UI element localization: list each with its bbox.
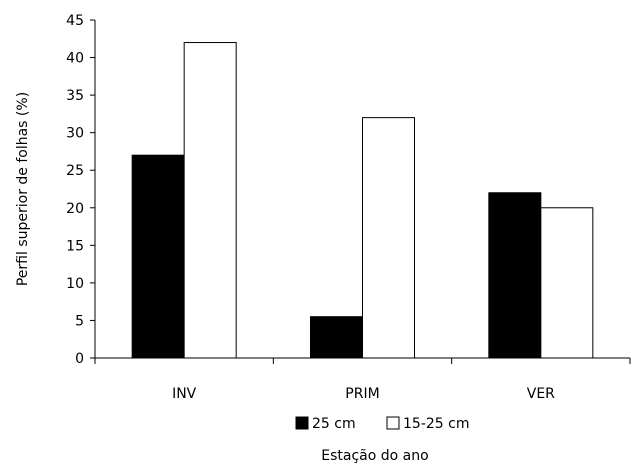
legend-label: 25 cm bbox=[312, 416, 356, 432]
x-tick-label: VER bbox=[527, 386, 555, 402]
bar-ver-series-2 bbox=[540, 207, 594, 359]
bar-prim-series-2 bbox=[362, 117, 415, 359]
x-axis-title: Estação do ano bbox=[321, 448, 428, 464]
y-tick-label: 45 bbox=[66, 13, 84, 29]
legend-label: 15-25 cm bbox=[403, 416, 469, 432]
y-axis-ticks: 0 5 10 15 20 25 30 35 40 45 bbox=[66, 13, 95, 367]
bar-inv-series-1 bbox=[131, 154, 185, 359]
bars bbox=[131, 42, 594, 359]
x-axis-category-labels: INV PRIM VER bbox=[172, 386, 555, 402]
y-tick-label: 35 bbox=[66, 88, 84, 104]
y-axis-title: Perfil superior de folhas (%) bbox=[15, 92, 31, 286]
legend: 25 cm 15-25 cm bbox=[295, 416, 469, 432]
x-axis-ticks bbox=[94, 358, 631, 364]
y-tick-label: 30 bbox=[66, 126, 84, 142]
y-tick-label: 20 bbox=[66, 201, 84, 217]
bar-inv-series-2 bbox=[183, 42, 237, 359]
legend-swatch bbox=[295, 416, 309, 430]
x-tick-label: PRIM bbox=[345, 386, 379, 402]
x-tick-label: INV bbox=[172, 386, 197, 402]
y-tick-label: 10 bbox=[66, 276, 84, 292]
bar-prim-series-1 bbox=[310, 316, 363, 359]
y-tick-label: 5 bbox=[75, 313, 84, 329]
bar-ver-series-1 bbox=[488, 192, 542, 359]
legend-swatch bbox=[386, 416, 400, 430]
y-tick-label: 25 bbox=[66, 163, 84, 179]
y-tick-label: 40 bbox=[66, 51, 84, 67]
y-tick-label: 15 bbox=[66, 238, 84, 254]
y-tick-label: 0 bbox=[75, 351, 84, 367]
